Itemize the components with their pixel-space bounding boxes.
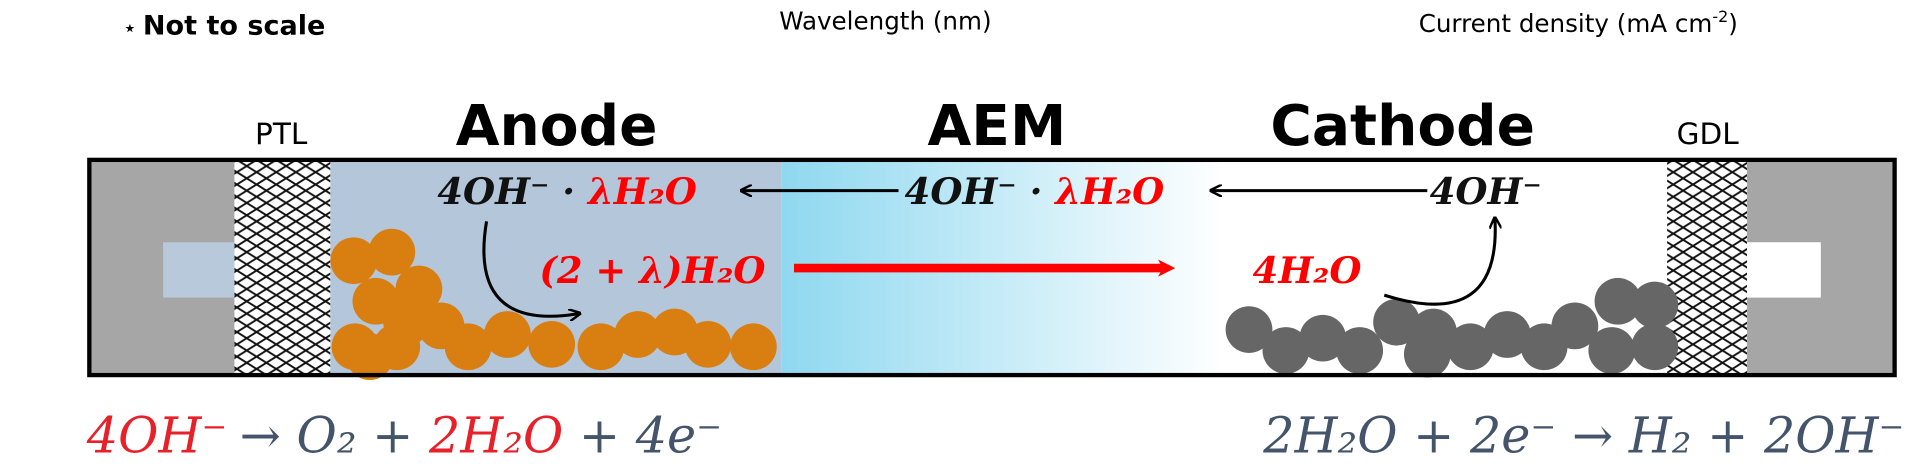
ptl-mesh: [234, 159, 331, 376]
eq-term: 4OH⁻: [86, 407, 227, 465]
catalyst-anode: [346, 333, 394, 380]
channel-right: [1747, 242, 1821, 298]
catalyst-anode: [614, 311, 662, 358]
water: λH₂O: [586, 169, 697, 213]
catalyst-cathode: [1403, 330, 1451, 378]
catalyst-anode: [684, 320, 732, 368]
catalyst-anode: [730, 323, 777, 371]
anode-hydrated: 4OH⁻ · λH₂O: [437, 169, 697, 213]
water: λH₂O: [1053, 169, 1164, 213]
catalyst-cathode: [1373, 298, 1420, 346]
aem-hydrated: 4OH⁻ · λH₂O: [905, 169, 1165, 213]
catalyst-cathode: [1551, 302, 1599, 350]
catalyst-anode: [528, 320, 576, 368]
catalyst-anode: [444, 323, 492, 371]
eq-term: 2H₂O: [428, 407, 563, 465]
label-right-main: Current density (mA cm: [1419, 9, 1713, 38]
anode-label: Anode: [456, 93, 658, 159]
catalyst-cathode: [1299, 314, 1347, 362]
note: ⋆ Not to scale: [124, 10, 326, 41]
label-right-sup: -2: [1712, 7, 1728, 26]
catalyst-cathode: [1594, 277, 1642, 325]
catalyst-cathode: [1631, 323, 1679, 371]
hydroxide: 4OH⁻ ·: [437, 169, 588, 213]
catalyst-cathode: [1446, 323, 1494, 371]
cathode-label: Cathode: [1270, 93, 1535, 159]
eq-term: → O₂ +: [240, 407, 429, 465]
ptl-label: PTL: [255, 117, 308, 151]
label-left: Wavelength (nm): [779, 7, 991, 36]
catalyst-anode: [484, 311, 531, 358]
catalyst-cathode: [1631, 281, 1679, 329]
aem-label: AEM: [928, 93, 1067, 159]
catalyst-cathode: [1262, 327, 1310, 374]
cathode-oh: 4OH⁻: [1430, 169, 1542, 213]
catalyst-cathode: [1483, 311, 1531, 358]
catalyst-anode: [330, 237, 378, 285]
eq-term: + 4e⁻: [563, 407, 722, 465]
particles: [330, 228, 1679, 380]
gdl-label: GDL: [1677, 117, 1740, 151]
catalyst-cathode: [1588, 327, 1636, 374]
gdl-mesh: [1667, 159, 1748, 376]
cathode-equation: 2H₂O + 2e⁻ → H₂ + 2OH⁻: [1262, 407, 1904, 465]
note-text: Not to scale: [143, 10, 326, 41]
curve-anode: [482, 221, 579, 316]
channel-left: [163, 242, 235, 298]
catalyst-cathode: [1225, 306, 1273, 353]
catalyst-anode: [368, 228, 416, 276]
catalyst-cathode: [1336, 327, 1384, 374]
cathode-water: 4H₂O: [1253, 248, 1362, 292]
curve-cathode: [1383, 219, 1495, 306]
catalyst-anode: [577, 323, 625, 371]
label-right-end: ): [1728, 9, 1738, 38]
anode-water: (2 + λ)H₂O: [539, 248, 765, 292]
hydroxide: 4OH⁻ ·: [905, 169, 1056, 213]
cell-border: [87, 157, 1897, 378]
star: ⋆: [124, 16, 143, 39]
label-right: Current density (mA cm-2): [1419, 7, 1738, 38]
anode-equation: 4OH⁻ → O₂ + 2H₂O + 4e⁻: [86, 407, 722, 465]
